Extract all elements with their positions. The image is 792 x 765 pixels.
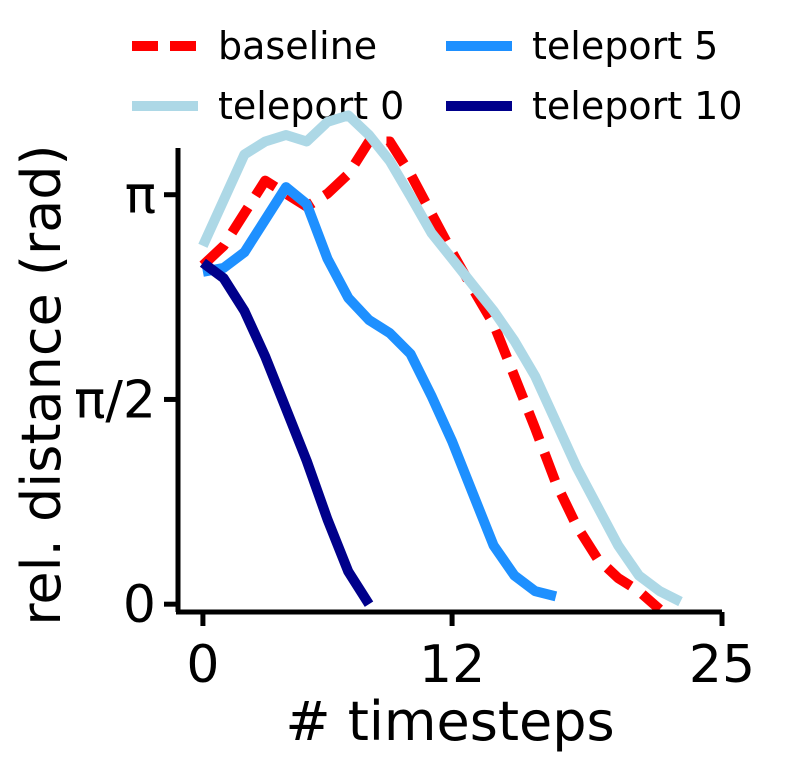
y-tick-label: π [125, 166, 156, 226]
legend-label: teleport 10 [532, 84, 743, 128]
legend-label: teleport 5 [532, 24, 718, 68]
x-tick-label: 25 [689, 635, 755, 695]
legend-entry-teleport-10: teleport 10 [446, 84, 743, 128]
legend-entry-teleport-0: teleport 0 [132, 84, 404, 128]
legend: baseline teleport 0 teleport 5 teleport 10 [132, 24, 743, 128]
legend-label: teleport 0 [218, 84, 404, 128]
axes [175, 148, 722, 615]
series-line-teleport-5 [201, 182, 558, 602]
legend-label: baseline [218, 24, 377, 68]
legend-entry-baseline: baseline [132, 24, 377, 68]
y-tick-label: 0 [123, 575, 156, 635]
x-tick-label: 0 [186, 635, 219, 695]
plot-area [198, 110, 683, 614]
y-axis-label: rel. distance (rad) [10, 144, 73, 625]
series-line-teleport-10 [199, 258, 374, 607]
legend-entry-teleport-5: teleport 5 [446, 24, 718, 68]
y-tick-label: π/2 [74, 370, 156, 430]
ticks: 0 12 25 0 π/2 π [74, 166, 755, 695]
x-axis-label: # timesteps [285, 690, 614, 753]
series-line-baseline [199, 136, 664, 614]
x-tick-label: 12 [419, 635, 485, 695]
series-line-teleport-0 [198, 110, 683, 607]
